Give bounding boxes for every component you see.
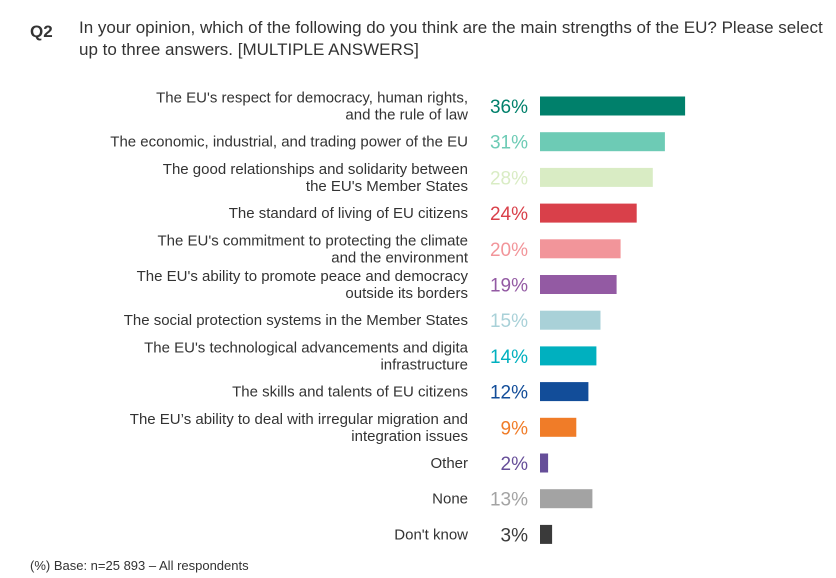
value-label: 36% bbox=[490, 97, 528, 118]
bar bbox=[540, 346, 597, 366]
category-label: The standard of living of EU citizens bbox=[229, 205, 468, 222]
bar bbox=[540, 132, 665, 152]
category-label: Don't know bbox=[394, 526, 468, 543]
category-label: The EU's respect for democracy, human ri… bbox=[156, 90, 468, 124]
category-label: None bbox=[432, 491, 468, 508]
category-label: The EU's technological advancements and … bbox=[144, 339, 469, 373]
bar bbox=[540, 203, 637, 223]
question-text: In your opinion, which of the following … bbox=[79, 18, 823, 59]
value-label: 13% bbox=[490, 490, 528, 511]
bar bbox=[540, 417, 577, 437]
value-label: 12% bbox=[490, 383, 528, 404]
bar bbox=[540, 275, 617, 294]
value-label: 3% bbox=[501, 525, 529, 546]
bar bbox=[540, 167, 653, 187]
bar bbox=[540, 524, 553, 544]
bar bbox=[540, 453, 549, 473]
category-label: The EU's commitment to protecting the cl… bbox=[158, 232, 469, 266]
bar bbox=[540, 239, 621, 259]
value-label: 19% bbox=[490, 276, 528, 297]
category-label: The skills and talents of EU citizens bbox=[232, 384, 468, 401]
base-footnote: (%) Base: n=25 893 – All respondents bbox=[30, 558, 249, 573]
category-label: The EU's ability to promote peace and de… bbox=[137, 268, 469, 302]
value-label: 14% bbox=[490, 347, 528, 368]
category-label: The good relationships and solidarity be… bbox=[163, 161, 468, 195]
value-label: 28% bbox=[490, 168, 528, 189]
value-label: 31% bbox=[490, 133, 528, 154]
bar bbox=[540, 489, 593, 509]
question-number: Q2 bbox=[30, 22, 53, 41]
bar bbox=[540, 96, 686, 116]
category-label: The EU’s ability to deal with irregular … bbox=[130, 411, 468, 445]
value-label: 24% bbox=[490, 204, 528, 225]
value-label: 20% bbox=[490, 240, 528, 261]
value-label: 15% bbox=[490, 311, 528, 332]
value-label: 9% bbox=[501, 418, 529, 439]
category-label: The economic, industrial, and trading po… bbox=[110, 134, 468, 151]
category-label: The social protection systems in the Mem… bbox=[124, 312, 468, 329]
bar bbox=[540, 382, 589, 402]
value-label: 2% bbox=[501, 454, 529, 475]
category-label: Other bbox=[430, 455, 468, 472]
bar bbox=[540, 310, 601, 330]
